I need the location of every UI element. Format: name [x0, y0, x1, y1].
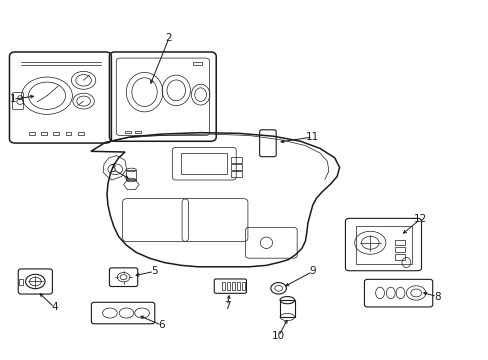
Bar [193, 62, 202, 65]
Bar [53, 132, 59, 135]
Text: 11: 11 [305, 132, 319, 142]
Bar [230, 157, 241, 163]
Text: 6: 6 [158, 320, 164, 330]
Bar [65, 132, 71, 135]
Text: 5: 5 [151, 266, 157, 276]
Bar [355, 226, 411, 264]
Bar [394, 254, 405, 260]
Text: 4: 4 [51, 302, 58, 312]
Text: 8: 8 [433, 292, 440, 302]
Text: 1: 1 [10, 94, 16, 104]
Bar [181, 153, 227, 174]
Text: 10: 10 [271, 331, 285, 341]
Text: 7: 7 [224, 301, 230, 311]
Bar [78, 132, 83, 135]
Bar [241, 282, 244, 291]
Text: 3: 3 [109, 164, 116, 174]
Text: 2: 2 [165, 33, 172, 43]
Bar [231, 282, 235, 291]
Bar [135, 131, 141, 134]
Text: 9: 9 [309, 266, 315, 276]
Bar [19, 279, 23, 285]
Bar [230, 164, 241, 170]
Text: 12: 12 [412, 215, 426, 224]
Bar [125, 131, 131, 134]
Bar [394, 247, 405, 252]
Bar [41, 132, 47, 135]
Bar [236, 282, 240, 291]
Bar [280, 300, 294, 317]
Bar [226, 282, 230, 291]
Bar [222, 282, 225, 291]
Bar [230, 171, 241, 177]
Bar [126, 170, 136, 180]
Bar [394, 239, 405, 245]
Bar [29, 132, 35, 135]
